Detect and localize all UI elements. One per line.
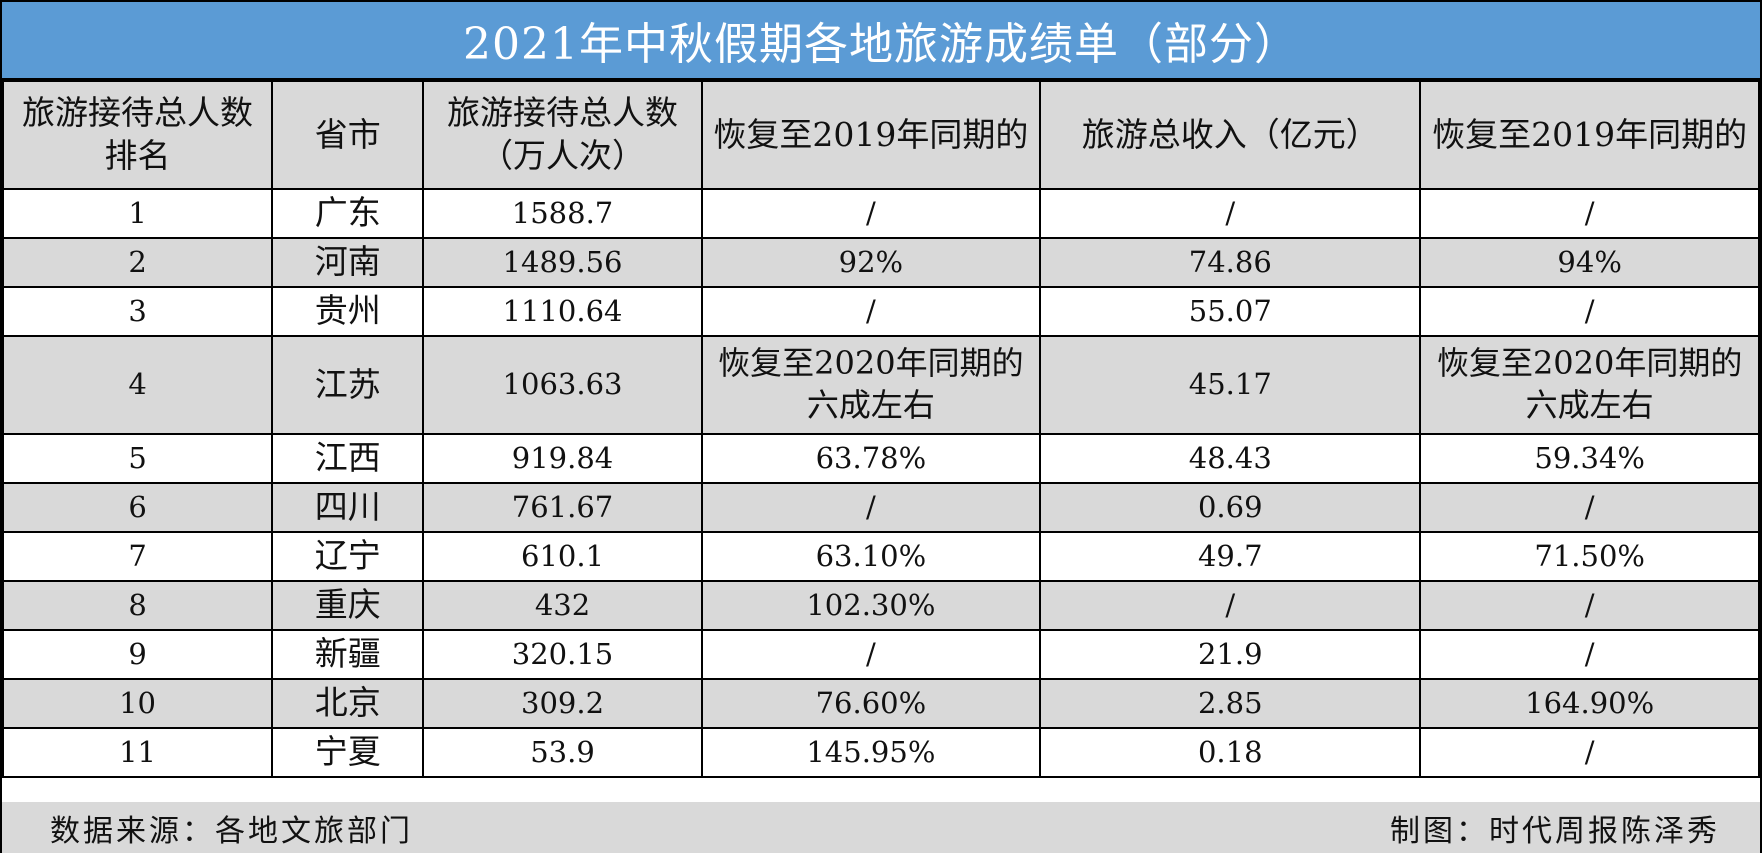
- table-row: 6 四川 761.67/0.69/: [1, 482, 1760, 533]
- visitors-recovery-cell: 63.78%: [700, 433, 1042, 484]
- source-note: 数据来源：各地文旅部门: [50, 813, 413, 849]
- rank-cell: 6: [1, 482, 274, 533]
- revenue-recovery-cell: 59.34%: [1419, 433, 1760, 484]
- revenue-cell: 55.07: [1039, 286, 1422, 337]
- visitors-recovery-cell: 92%: [700, 237, 1042, 288]
- province-cell: 广东: [271, 188, 425, 239]
- footer: 数据来源：各地文旅部门 制图：时代周报陈泽秀: [2, 802, 1760, 853]
- visitors-recovery-cell: /: [700, 629, 1042, 680]
- province-cell: 宁夏: [271, 727, 425, 778]
- revenue-cell: 0.18: [1039, 727, 1422, 778]
- visitors-recovery-cell: /: [700, 188, 1042, 239]
- revenue-recovery-cell: 71.50%: [1419, 531, 1760, 582]
- table-row: 4 江苏 1063.63 恢复至2020年同期的六成左右 45.17 恢复至2020年同期…: [1, 335, 1760, 435]
- table-row: 10 北京 309.2 76.60% 2.85 164.90%: [1, 678, 1760, 729]
- visitors-cell: 309.2: [422, 678, 703, 729]
- table-row: 7 辽宁 610.1 63.10% 49.7 71.50%: [1, 531, 1760, 582]
- revenue-cell: 74.86: [1039, 237, 1422, 288]
- revenue-cell: 0.69: [1039, 482, 1422, 533]
- province-cell: 辽宁: [271, 531, 425, 582]
- tourism-table: 旅游接待总人数排名 省市 旅游接待总人数（万人次） 恢复至2019年同期的 旅游…: [1, 80, 1760, 778]
- visitors-cell: 1588.7: [422, 188, 703, 239]
- visitors-cell: 1063.63: [422, 335, 703, 435]
- visitors-recovery-cell: 76.60%: [700, 678, 1042, 729]
- province-cell: 四川: [271, 482, 425, 533]
- revenue-cell: 2.85: [1039, 678, 1422, 729]
- rank-cell: 3: [1, 286, 274, 337]
- visitors-cell: 1489.56: [422, 237, 703, 288]
- revenue-cell: /: [1039, 580, 1422, 631]
- header-visitors: 旅游接待总人数（万人次）: [422, 80, 703, 190]
- header-row: 旅游接待总人数排名 省市 旅游接待总人数（万人次） 恢复至2019年同期的 旅游…: [1, 80, 1760, 190]
- revenue-recovery-cell: /: [1419, 629, 1760, 680]
- visitors-cell: 761.67: [422, 482, 703, 533]
- credit-note: 制图：时代周报陈泽秀: [1390, 813, 1720, 849]
- table-title: 2021年中秋假期各地旅游成绩单（部分）: [2, 2, 1760, 80]
- revenue-cell: /: [1039, 188, 1422, 239]
- rank-cell: 4: [1, 335, 274, 435]
- province-cell: 北京: [271, 678, 425, 729]
- table-row: 11 宁夏 53.9 145.95% 0.18/: [1, 727, 1760, 778]
- revenue-recovery-cell: /: [1419, 188, 1760, 239]
- table-row: 9 新疆 320.15/21.9/: [1, 629, 1760, 680]
- rank-cell: 10: [1, 678, 274, 729]
- visitors-recovery-cell: /: [700, 482, 1042, 533]
- revenue-cell: 21.9: [1039, 629, 1422, 680]
- visitors-recovery-cell: 102.30%: [700, 580, 1042, 631]
- visitors-cell: 1110.64: [422, 286, 703, 337]
- rank-cell: 11: [1, 727, 274, 778]
- rank-cell: 2: [1, 237, 274, 288]
- visitors-cell: 53.9: [422, 727, 703, 778]
- province-cell: 贵州: [271, 286, 425, 337]
- revenue-recovery-cell: 164.90%: [1419, 678, 1760, 729]
- revenue-recovery-cell: /: [1419, 482, 1760, 533]
- rank-cell: 7: [1, 531, 274, 582]
- province-cell: 重庆: [271, 580, 425, 631]
- province-cell: 河南: [271, 237, 425, 288]
- visitors-cell: 320.15: [422, 629, 703, 680]
- revenue-recovery-cell: /: [1419, 727, 1760, 778]
- header-province: 省市: [271, 80, 425, 190]
- revenue-cell: 45.17: [1039, 335, 1422, 435]
- revenue-recovery-cell: 恢复至2020年同期的六成左右: [1419, 335, 1760, 435]
- table-row: 5 江西 919.84 63.78% 48.43 59.34%: [1, 433, 1760, 484]
- revenue-cell: 48.43: [1039, 433, 1422, 484]
- visitors-recovery-cell: 恢复至2020年同期的六成左右: [700, 335, 1042, 435]
- header-revenue-recovery: 恢复至2019年同期的: [1419, 80, 1760, 190]
- visitors-cell: 919.84: [422, 433, 703, 484]
- visitors-cell: 432: [422, 580, 703, 631]
- rank-cell: 5: [1, 433, 274, 484]
- visitors-recovery-cell: /: [700, 286, 1042, 337]
- province-cell: 新疆: [271, 629, 425, 680]
- revenue-recovery-cell: /: [1419, 580, 1760, 631]
- rank-cell: 1: [1, 188, 274, 239]
- revenue-recovery-cell: /: [1419, 286, 1760, 337]
- visitors-cell: 610.1: [422, 531, 703, 582]
- visitors-recovery-cell: 63.10%: [700, 531, 1042, 582]
- table-row: 1 广东 1588.7// /: [1, 188, 1760, 239]
- revenue-recovery-cell: 94%: [1419, 237, 1760, 288]
- table-row: 2 河南 1489.56 92% 74.86 94%: [1, 237, 1760, 288]
- rank-cell: 9: [1, 629, 274, 680]
- table-row: 8 重庆 432 102.30% / /: [1, 580, 1760, 631]
- province-cell: 江苏: [271, 335, 425, 435]
- header-visitors-recovery: 恢复至2019年同期的: [700, 80, 1042, 190]
- visitors-recovery-cell: 145.95%: [700, 727, 1042, 778]
- header-rank: 旅游接待总人数排名: [1, 80, 274, 190]
- province-cell: 江西: [271, 433, 425, 484]
- revenue-cell: 49.7: [1039, 531, 1422, 582]
- rank-cell: 8: [1, 580, 274, 631]
- table-row: 3 贵州 1110.64/55.07/: [1, 286, 1760, 337]
- header-revenue: 旅游总收入（亿元）: [1039, 80, 1422, 190]
